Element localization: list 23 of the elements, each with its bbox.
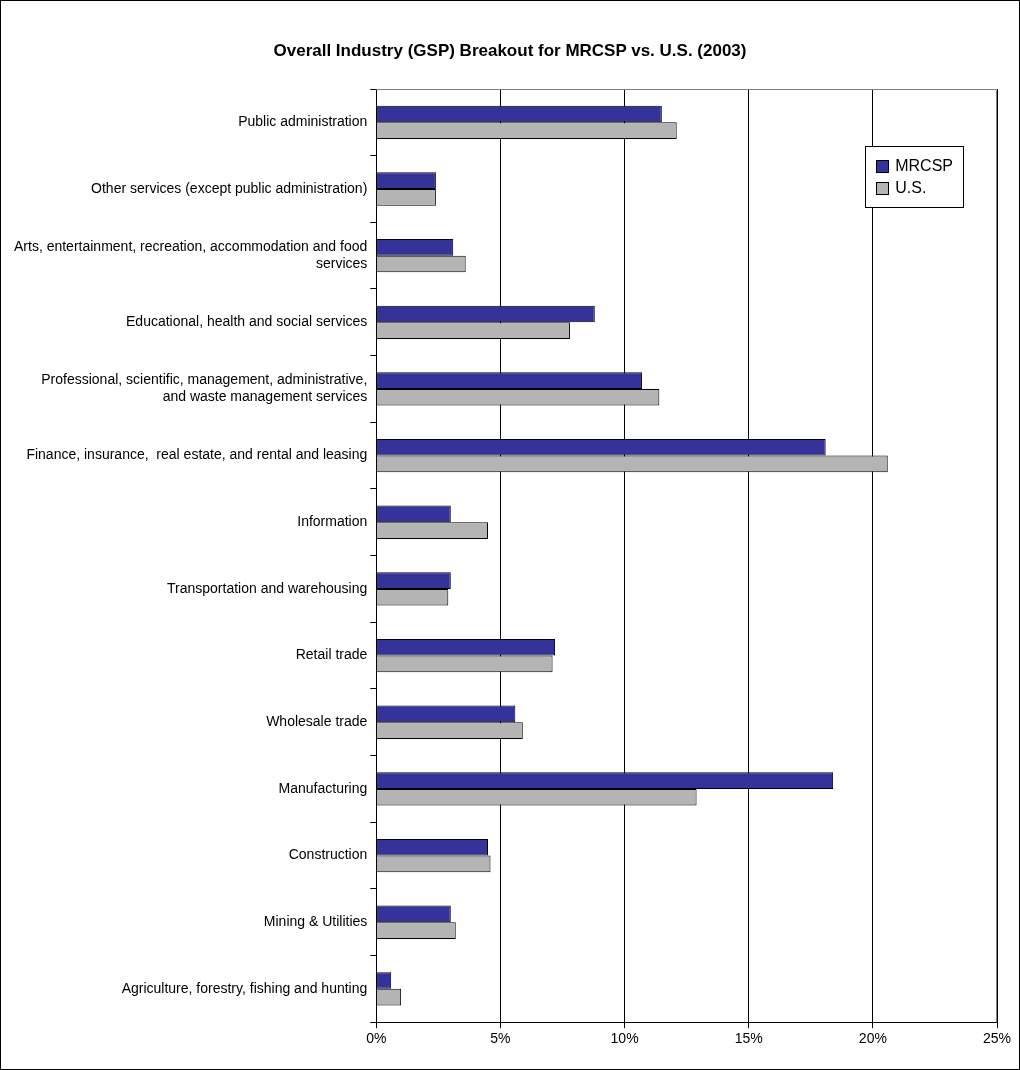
y-tick-label: Educational, health and social services — [126, 313, 368, 330]
y-tick-label: Arts, entertainment, recreation, accommodation and food services — [13, 238, 368, 271]
y-tick-label: Transportation and warehousing — [167, 579, 368, 596]
x-tick-label: 10% — [610, 1030, 639, 1047]
y-tick-label: Manufacturing — [278, 779, 368, 796]
chart-title: Overall Industry (GSP) Breakout for MRCSP vs. U.S. (2003) — [272, 41, 748, 61]
y-tick-label: Retail trade — [295, 646, 368, 663]
y-tick-label: Professional, scientific, management, administrative, and waste management services — [41, 371, 368, 405]
y-tick-label: Wholesale trade — [266, 713, 368, 730]
y-tick-label: Information — [297, 513, 368, 530]
y-tick-label: Construction — [288, 846, 368, 863]
y-tick-label: Agriculture, forestry, fishing and hunting — [121, 979, 368, 996]
x-tick-label: 5% — [490, 1030, 511, 1047]
y-tick-label: Mining & Utilities — [263, 913, 368, 930]
y-tick-label: Public administration — [238, 113, 368, 130]
x-tick-label: 25% — [982, 1030, 1012, 1047]
x-tick-label: 15% — [734, 1030, 763, 1047]
y-tick-label: Other services (except public administration) — [91, 179, 368, 196]
x-tick-label: 20% — [858, 1030, 887, 1047]
legend-label: MRCSP — [895, 157, 953, 175]
legend-label: U.S. — [895, 179, 927, 197]
x-tick-label: 0% — [366, 1030, 387, 1047]
y-tick-label: Finance, insurance, real estate, and rental and leasing — [26, 446, 368, 463]
